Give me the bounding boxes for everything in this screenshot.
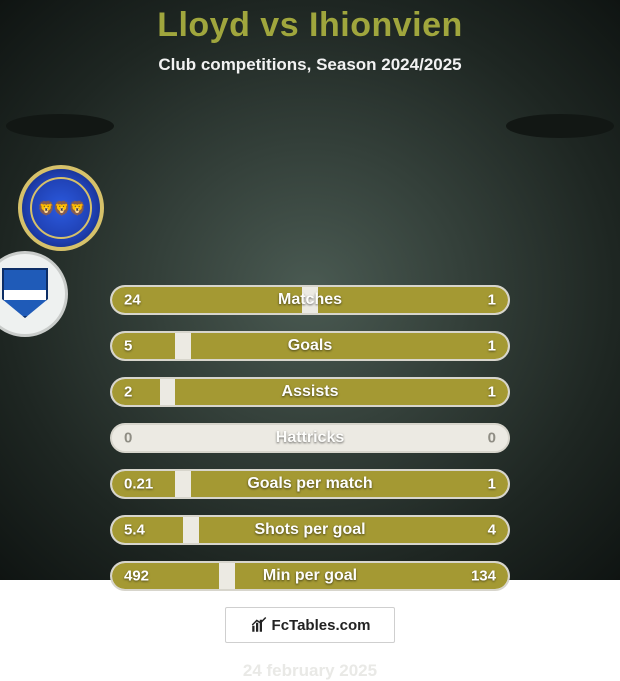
stat-label: Goals <box>288 337 332 355</box>
club-badge-left-inner: 🦁🦁🦁 <box>30 177 92 239</box>
stat-label: Matches <box>278 291 342 309</box>
stat-bar-left <box>112 517 183 543</box>
stat-bar-left <box>112 333 175 359</box>
stat-bars: Matches 24 1 Goals 5 1 Assists 2 1 Hattricks 0 0 Goa… <box>110 285 510 591</box>
stat-value-right: 1 <box>488 384 496 401</box>
lions-icon: 🦁🦁🦁 <box>38 200 84 217</box>
stat-bar-right <box>175 379 508 405</box>
stat-row: Goals 5 1 <box>110 331 510 361</box>
stat-value-right: 1 <box>488 338 496 355</box>
stat-value-left: 0.21 <box>124 476 153 493</box>
chart-icon <box>250 616 268 634</box>
content-area: 🦁🦁🦁 Matches 24 1 Goals 5 1 Assists 2 1 Hattricks 0… <box>0 113 620 681</box>
shadow-ellipse-left <box>6 114 114 138</box>
stat-value-right: 1 <box>488 292 496 309</box>
footer-brand-text: FcTables.com <box>272 617 371 634</box>
stat-value-right: 4 <box>488 522 496 539</box>
stat-row: Assists 2 1 <box>110 377 510 407</box>
shadow-ellipse-right <box>506 114 614 138</box>
stat-label: Shots per goal <box>254 521 365 539</box>
page-title: Lloyd vs Ihionvien <box>0 0 620 45</box>
stat-label: Hattricks <box>276 429 344 447</box>
stat-row: Goals per match 0.21 1 <box>110 469 510 499</box>
date-text: 24 february 2025 <box>0 661 620 681</box>
stat-value-left: 5.4 <box>124 522 145 539</box>
stat-label: Min per goal <box>263 567 357 585</box>
club-badge-right-shield <box>2 268 48 318</box>
comparison-card: Lloyd vs Ihionvien Club competitions, Se… <box>0 0 620 580</box>
stat-bar-left <box>112 379 160 405</box>
stat-value-right: 0 <box>488 430 496 447</box>
stat-value-left: 2 <box>124 384 132 401</box>
stat-row: Matches 24 1 <box>110 285 510 315</box>
stat-value-right: 134 <box>471 568 496 585</box>
club-badge-right-stripe <box>4 290 46 300</box>
club-badge-left: 🦁🦁🦁 <box>18 165 104 251</box>
stat-bar-right <box>318 287 508 313</box>
stat-value-left: 0 <box>124 430 132 447</box>
stat-label: Assists <box>282 383 339 401</box>
stat-bar-right <box>191 333 508 359</box>
stat-row: Shots per goal 5.4 4 <box>110 515 510 545</box>
stat-row: Min per goal 492 134 <box>110 561 510 591</box>
footer-brand-badge[interactable]: FcTables.com <box>225 607 395 643</box>
subtitle: Club competitions, Season 2024/2025 <box>0 55 620 75</box>
stat-value-right: 1 <box>488 476 496 493</box>
stat-value-left: 5 <box>124 338 132 355</box>
club-badge-right <box>0 251 68 337</box>
stat-value-left: 492 <box>124 568 149 585</box>
stat-row: Hattricks 0 0 <box>110 423 510 453</box>
stat-value-left: 24 <box>124 292 141 309</box>
stat-label: Goals per match <box>247 475 372 493</box>
